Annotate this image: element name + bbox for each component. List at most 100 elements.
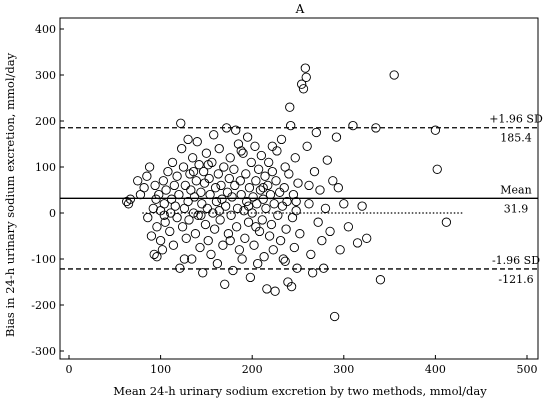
data-point [152,222,162,232]
data-point [275,187,285,197]
y-tick-label: -200 [31,299,56,312]
data-point [278,254,288,264]
x-axis-title: Mean 24-h urinary sodium excretion by tw… [113,384,487,398]
data-point [202,203,212,214]
data-point [206,249,216,260]
reference-line-value: -121.6 [498,273,533,286]
data-point [315,185,325,195]
data-point [270,286,280,296]
data-point [271,176,281,186]
data-point [203,235,213,246]
data-point [240,233,250,243]
data-point [352,238,363,248]
y-tick-label: 0 [49,207,56,220]
data-point [204,173,214,184]
plot-area [59,17,539,360]
data-point [325,226,335,237]
x-tick-label: 400 [425,363,446,376]
data-point [224,173,234,184]
data-point [243,201,254,211]
data-point [159,210,169,220]
data-point [168,240,179,250]
data-point [389,70,399,80]
data-point [167,157,178,168]
data-point [236,189,246,200]
data-point [246,157,256,168]
data-point [236,146,246,156]
data-point [214,206,224,216]
data-point [165,226,175,237]
data-point [193,210,203,220]
data-point [339,199,349,209]
data-point [311,127,321,138]
data-point [219,162,229,172]
data-point [237,254,247,264]
data-points [122,63,452,322]
data-point [223,229,234,239]
data-point [333,183,343,193]
data-point [225,153,235,163]
data-point [154,189,164,200]
data-point [251,222,261,232]
data-point [178,162,189,172]
data-point [238,148,248,158]
data-point [191,176,201,186]
data-point [241,169,251,179]
data-point [188,208,199,218]
data-point [265,189,276,200]
data-point [232,203,243,214]
data-point [371,123,381,133]
x-axis-ticks: 0 100 200 300 400 500 [66,355,538,376]
data-point [251,176,261,186]
x-tick-label: 300 [333,363,354,376]
data-point [227,192,237,202]
data-point [263,180,273,191]
data-point [209,224,220,234]
data-point [150,180,160,191]
chart-title: A [295,2,305,16]
data-point [252,199,262,209]
data-point [176,118,186,128]
data-point [235,176,245,186]
data-point [331,132,342,142]
data-point [157,245,168,255]
data-point [284,169,294,179]
data-point [196,210,206,220]
x-tick-label: 200 [242,363,263,376]
data-point [177,143,187,154]
data-point [259,252,269,262]
data-point [169,180,179,191]
data-point [302,141,312,151]
data-point [199,178,210,188]
data-point [196,187,206,197]
data-point [187,254,197,264]
reference-line-value: 31.9 [504,202,529,215]
data-point [230,180,240,191]
data-point [151,194,161,204]
data-point [125,194,136,204]
data-point [292,263,302,273]
data-point [291,196,301,207]
data-point [170,201,180,211]
data-point [242,132,253,142]
data-point [348,120,358,131]
data-point [245,272,256,283]
data-point [281,224,291,234]
data-point [256,150,267,161]
data-point [201,148,212,158]
data-point [250,141,260,151]
data-point [188,153,198,163]
data-point [225,235,235,246]
data-point [268,245,278,255]
data-point [139,183,149,193]
data-point [177,222,188,232]
data-point [229,164,239,174]
data-point [160,217,170,227]
x-tick-label: 0 [66,363,73,376]
data-point [234,245,245,255]
data-point [179,254,190,264]
data-point [304,199,314,209]
data-point [277,201,288,211]
data-point [335,245,345,255]
